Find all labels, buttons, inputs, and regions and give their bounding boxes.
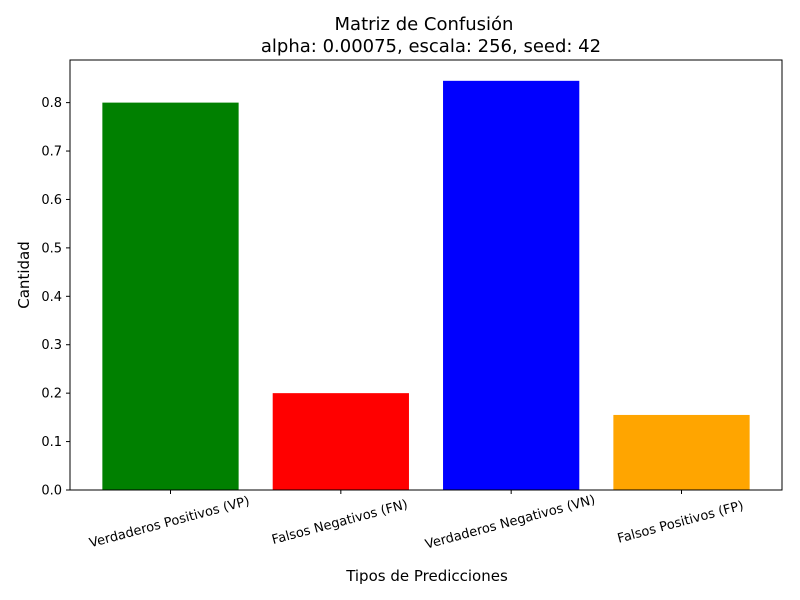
bar-2 bbox=[273, 393, 409, 490]
chart-title: Matriz de Confusión bbox=[335, 14, 514, 35]
y-tick-label: 0.7 bbox=[41, 145, 62, 160]
y-tick-label: 0.6 bbox=[41, 193, 62, 208]
chart-subtitle: alpha: 0.00075, escala: 256, seed: 42 bbox=[261, 36, 601, 57]
x-axis-label: Tipos de Predicciones bbox=[345, 567, 508, 585]
y-tick-label: 0.8 bbox=[41, 96, 62, 111]
bar-1 bbox=[102, 103, 238, 490]
y-tick-label: 0.3 bbox=[41, 338, 62, 353]
y-tick-label: 0.0 bbox=[41, 484, 62, 499]
y-tick-label: 0.1 bbox=[41, 435, 62, 450]
y-tick-label: 0.5 bbox=[41, 241, 62, 256]
y-tick-label: 0.4 bbox=[41, 290, 62, 305]
y-tick-label: 0.2 bbox=[41, 387, 62, 402]
bar-3 bbox=[443, 81, 579, 490]
y-axis-label: Cantidad bbox=[15, 241, 33, 308]
bar-4 bbox=[613, 415, 749, 490]
